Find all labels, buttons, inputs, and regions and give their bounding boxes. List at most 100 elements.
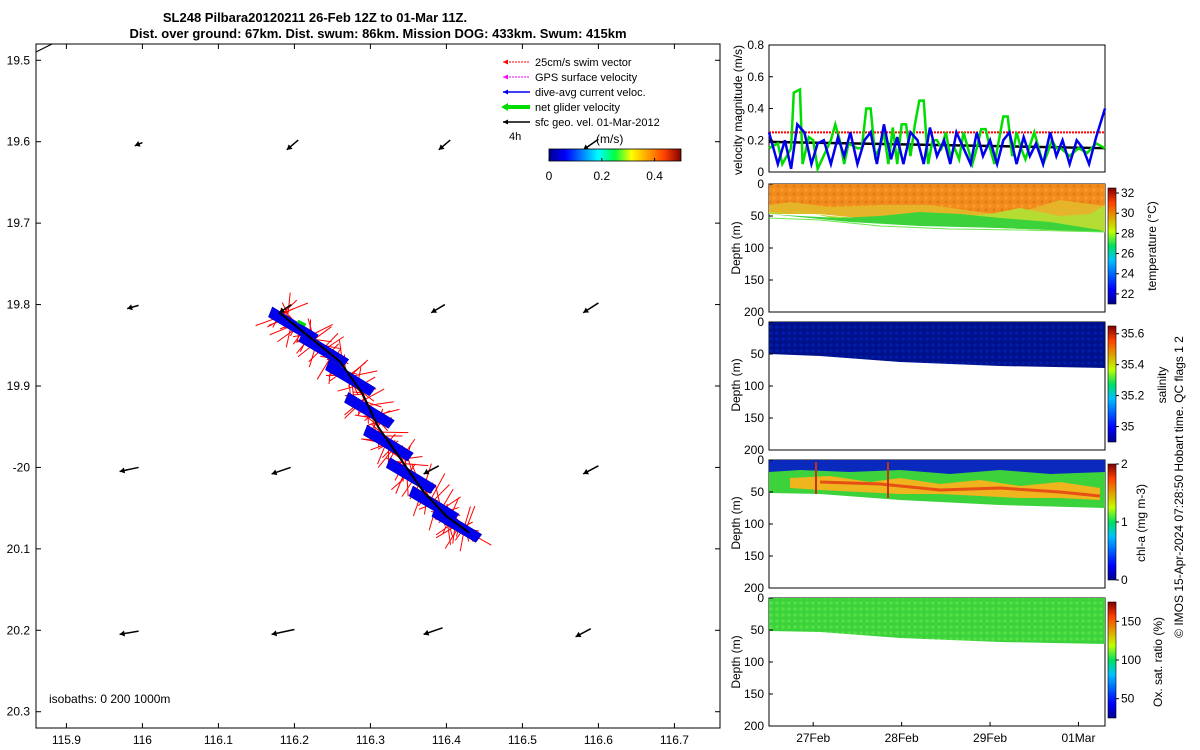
legend-sfc-label: sfc geo. vel. 01-Mar-2012 xyxy=(535,117,660,129)
temperature-green-layer xyxy=(769,212,1105,232)
oxygen-ylabel: Depth (m) xyxy=(729,635,743,688)
legend-sfc-arrowhead xyxy=(503,119,508,125)
depth-y-tick-label: 100 xyxy=(744,379,764,393)
salinity-panel: 0 50 100 150 200 Depth (m) 35 35.2 35.4 35.6 sa… xyxy=(729,315,1169,457)
swim-vector xyxy=(280,302,309,315)
map-panel: 115.9 116 116.1 116.2 116.3 116.4 116.5 116.6 11… xyxy=(7,43,721,747)
coastline xyxy=(35,43,53,53)
depth-y-tick-label: 200 xyxy=(744,581,764,595)
colorbar-tick-label: 1 xyxy=(1121,515,1128,529)
geo-vector-arrowhead xyxy=(286,144,293,150)
depth-y-tick-label: 50 xyxy=(751,209,765,223)
colorbar-tick-label: 0 xyxy=(1121,573,1128,587)
geo-vector-arrowhead xyxy=(575,631,582,638)
isobaths-label: isobaths: 0 200 1000m xyxy=(49,692,170,706)
map-y-tick-label: -20 xyxy=(13,460,31,474)
credit-text: © IMOS 15-Apr-2024 07:28:50 Hobart time.… xyxy=(1172,336,1186,638)
colorbar-tick-label: 35 xyxy=(1121,420,1135,434)
depth-y-tick-label: 0 xyxy=(757,177,764,191)
depth-y-tick-label: 200 xyxy=(744,719,764,733)
geo-vector-arrowhead xyxy=(438,144,445,150)
depth-y-tick-label: 200 xyxy=(744,305,764,319)
colorbar-tick-label: 24 xyxy=(1121,267,1135,281)
velocity-series-line xyxy=(767,108,1107,170)
map-x-tick-label: 116.1 xyxy=(204,733,233,747)
chla-y-ticks: 0 50 100 150 200 xyxy=(744,453,773,595)
map-y-tick-label: 20.1 xyxy=(7,542,31,556)
geo-vector-arrowhead xyxy=(134,141,141,147)
depth-y-tick-label: 150 xyxy=(744,549,764,563)
map-y-ticks: 19.5 19.6 19.7 19.8 19.9 -20 20.1 20.2 20.3 xyxy=(7,53,720,719)
oxygen-y-ticks: 0 50 100 150 200 xyxy=(744,591,773,733)
legend-net-arrowhead xyxy=(501,103,508,111)
map-x-tick-label: 116.7 xyxy=(660,733,689,747)
chla-colorbar-ticks: 0 1 2 xyxy=(1116,457,1128,587)
speed-colorbar: (m/s) 0 0.2 0.4 xyxy=(546,132,682,183)
depth-y-tick-label: 50 xyxy=(751,485,765,499)
speed-colorbar-ticks: 0 0.2 0.4 xyxy=(546,158,663,183)
depth-y-tick-label: 200 xyxy=(744,443,764,457)
oxygen-x-ticks: 27Feb 28Feb 29Feb 01Mar xyxy=(796,722,1095,745)
chla-panel: 0 50 100 150 200 Depth (m) 0 1 2 chl-a (mg m-3… xyxy=(729,453,1148,595)
velocity-y-tick-label: 0 xyxy=(757,165,764,179)
depth-y-tick-label: 150 xyxy=(744,687,764,701)
swim-vector xyxy=(432,484,450,502)
depth-y-tick-label: 100 xyxy=(744,241,764,255)
map-y-tick-label: 20.2 xyxy=(7,623,31,637)
oxygen-panel: 0 50 100 150 200 27Feb 28Feb 29Feb 01Mar Depth … xyxy=(729,591,1165,745)
temperature-panel: 0 50 100 150 200 Depth (m) 22 24 26 28 30 32 temp… xyxy=(729,177,1159,319)
velocity-ylabel: velocity magnitude (m/s) xyxy=(731,45,745,175)
depth-y-tick-label: 0 xyxy=(757,453,764,467)
colorbar-tick-label: 35.4 xyxy=(1121,358,1145,372)
swim-vector xyxy=(368,401,394,406)
colorbar-tick-label: 32 xyxy=(1121,186,1135,200)
oxygen-colorbar xyxy=(1107,601,1117,719)
map-x-tick-label: 116.5 xyxy=(508,733,537,747)
velocity-series-line xyxy=(768,87,1106,174)
map-x-tick-label: 116.3 xyxy=(356,733,385,747)
velocity-y-tick-label: 0.4 xyxy=(747,102,764,116)
salinity-ylabel: Depth (m) xyxy=(729,358,743,411)
depth-y-tick-label: 100 xyxy=(744,517,764,531)
salinity-field xyxy=(769,322,1105,368)
temperature-bottom-edge xyxy=(768,217,1106,233)
time-x-tick-label: 28Feb xyxy=(885,731,919,745)
depth-y-tick-label: 150 xyxy=(744,411,764,425)
colorbar-tick-label: 26 xyxy=(1121,247,1135,261)
geo-vector-arrowhead xyxy=(423,468,430,475)
figure-title-line1: SL248 Pilbara20120211 26-Feb 12Z to 01-M… xyxy=(163,10,467,25)
geo-vector-arrowhead xyxy=(119,630,126,637)
colorbar-tick-label: 28 xyxy=(1121,226,1135,240)
velocity-y-tick-label: 0.2 xyxy=(747,133,764,147)
temperature-y-ticks: 0 50 100 150 200 xyxy=(744,177,773,319)
velocity-series xyxy=(767,87,1107,174)
geo-vector-arrowhead xyxy=(119,467,126,474)
time-x-tick-label: 29Feb xyxy=(973,731,1007,745)
geo-vector-arrowhead xyxy=(431,307,438,313)
velocity-y-tick-label: 0.8 xyxy=(747,38,764,52)
map-y-tick-label: 19.6 xyxy=(7,135,31,149)
chla-colorbar xyxy=(1107,463,1117,581)
chla-max-layer xyxy=(790,476,1100,500)
colorbar-tick-label: 22 xyxy=(1121,287,1135,301)
map-x-tick-label: 115.9 xyxy=(52,733,81,747)
swim-vector xyxy=(403,463,429,467)
speed-colorbar-tick-label: 0.4 xyxy=(646,169,663,183)
legend-swim-arrowhead xyxy=(503,59,508,65)
map-x-ticks: 115.9 116 116.1 116.2 116.3 116.4 116.5 116.6 11… xyxy=(52,44,689,747)
legend-net-label: net glider velocity xyxy=(535,102,620,114)
map-y-tick-label: 19.8 xyxy=(7,298,31,312)
colorbar-tick-label: 2 xyxy=(1121,457,1128,471)
chla-surface-layer xyxy=(769,460,1105,474)
depth-y-tick-label: 0 xyxy=(757,315,764,329)
colorbar-tick-label: 150 xyxy=(1121,614,1141,628)
salinity-cbar-label: salinity xyxy=(1155,367,1169,404)
swim-vector xyxy=(364,388,385,400)
net-velocity-vector xyxy=(296,319,307,327)
temperature-ylabel: Depth (m) xyxy=(729,221,743,274)
speed-colorbar-tick-label: 0 xyxy=(546,169,553,183)
geo-vector-arrowhead xyxy=(583,144,590,150)
temperature-colorbar-ticks: 22 24 26 28 30 32 xyxy=(1116,186,1135,301)
geo-vector-arrowhead xyxy=(583,307,590,313)
